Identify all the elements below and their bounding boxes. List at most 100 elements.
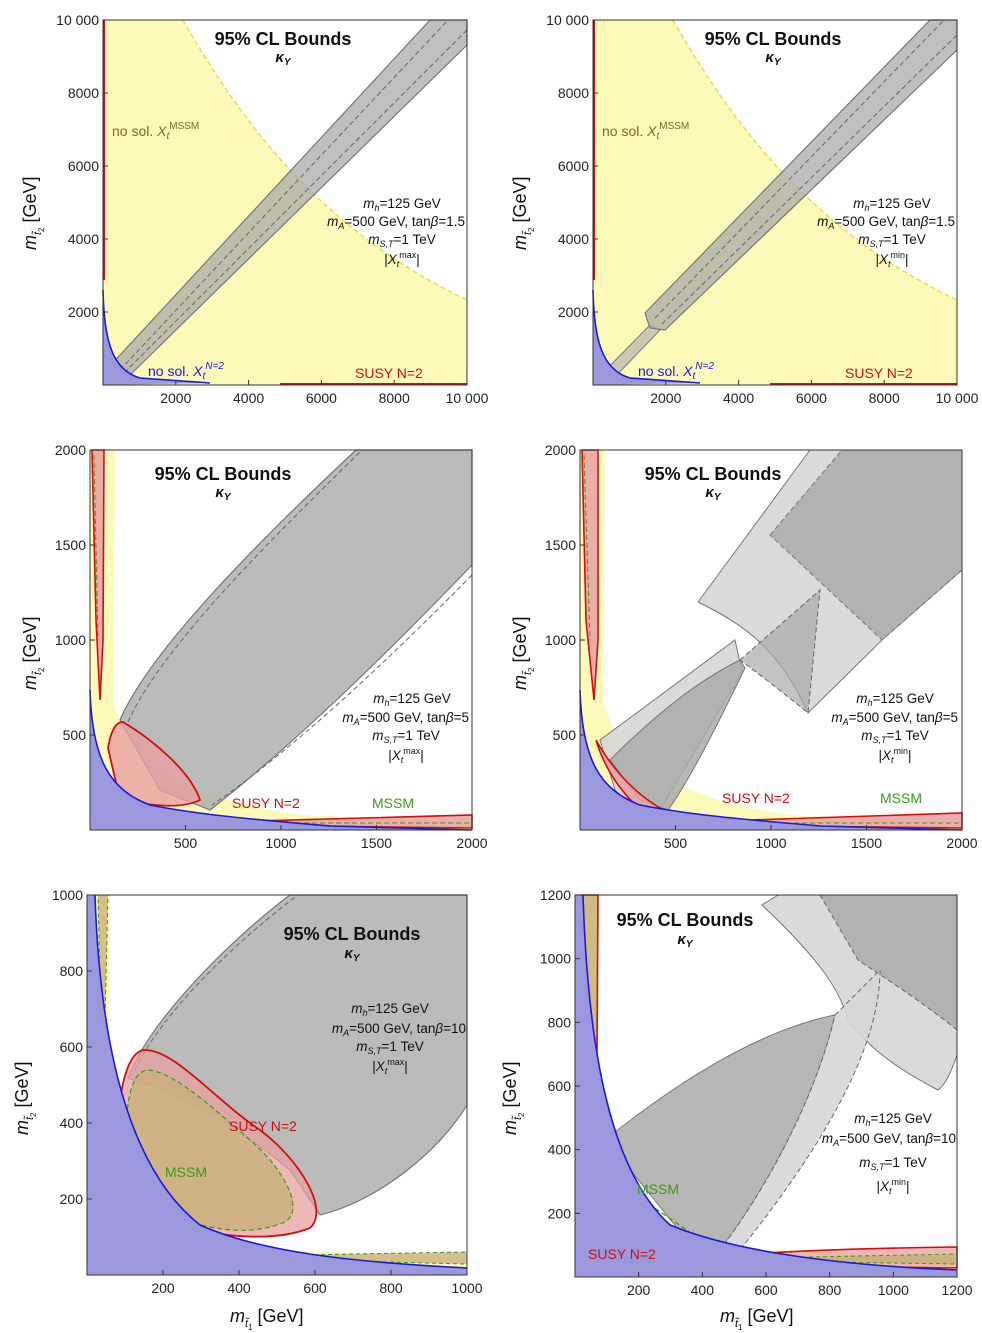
excluded-region-dashed (134, 894, 299, 1071)
x-tick-label: 2000 (650, 390, 681, 406)
info-mh: mh=125 GeV (363, 196, 440, 213)
x-axis-label: mt̃1 [GeV] (720, 1306, 794, 1332)
y-tick-label: 2000 (558, 304, 589, 320)
y-tick-label: 8000 (558, 85, 589, 101)
excluded-region-dark-wedge (739, 588, 821, 714)
x-tick-label: 600 (754, 1282, 778, 1298)
no-solution-n2-boundary (102, 289, 211, 384)
y-axis-labels: mt̃2 [GeV] mt̃2 [GeV] mt̃2 [GeV] mt̃2 [G… (12, 176, 536, 1135)
no-solution-n2-boundary (592, 289, 701, 384)
chart-title: 95% CL Bounds (215, 29, 352, 49)
label-no-sol-n2: no sol. XtN=2 (148, 361, 224, 382)
x-tick-label: 4000 (233, 390, 264, 406)
x-tick-label: 6000 (796, 390, 827, 406)
chart-title: 95% CL Bounds (617, 910, 754, 930)
chart-title: 95% CL Bounds (705, 29, 842, 49)
chart-title: 95% CL Bounds (645, 464, 782, 484)
info-mst: mS,T=1 TeV (356, 1039, 423, 1056)
panel-middle-left: 95% CL Bounds κY SUSY N=2 MSSM mh=125 Ge… (89, 449, 473, 831)
y-tick-label: 800 (548, 1014, 572, 1030)
y-tick-label: 1000 (540, 951, 571, 967)
info-ma: mA=500 GeV, tanβ=5 (831, 710, 958, 727)
y-tick-label: 1000 (545, 632, 576, 648)
y-tick-label: 200 (548, 1205, 572, 1221)
info-ma: mA=500 GeV, tanβ=1.5 (327, 214, 465, 231)
x-tick-label: 1000 (755, 835, 786, 851)
label-susy-n2: SUSY N=2 (588, 1246, 656, 1262)
chart-title: 95% CL Bounds (155, 464, 292, 484)
info-mst: mS,T=1 TeV (858, 232, 925, 249)
label-no-sol-n2: no sol. XtN=2 (638, 361, 714, 382)
label-susy-n2: SUSY N=2 (722, 790, 790, 806)
excluded-region-dashed (127, 449, 473, 806)
x-tick-label: 500 (664, 835, 688, 851)
panel-middle-right: 95% CL Bounds κY SUSY N=2 MSSM mh=125 Ge… (579, 449, 963, 831)
y-tick-label: 4000 (68, 231, 99, 247)
panel-bottom-right: 95% CL Bounds κY MSSM SUSY N=2 mh=125 Ge… (574, 894, 958, 1278)
info-mst: mS,T=1 TeV (368, 232, 435, 249)
panel-bottom-left: 95% CL Bounds κY SUSY N=2 MSSM mh=125 Ge… (86, 894, 468, 1276)
y-tick-label: 10 000 (56, 12, 99, 28)
label-mssm: MSSM (372, 795, 414, 811)
label-mssm: MSSM (165, 1164, 207, 1180)
no-solution-n2-boundary (582, 894, 958, 1271)
label-susy-n2: SUSY N=2 (232, 795, 300, 811)
x-axis-labels: mt̃1 [GeV] mt̃1 [GeV] (230, 1306, 794, 1332)
info-mh: mh=125 GeV (854, 1111, 931, 1128)
y-tick-label: 2000 (545, 442, 576, 458)
info-ma: mA=500 GeV, tanβ=5 (342, 710, 469, 727)
x-tick-label: 2000 (160, 390, 191, 406)
info-mh: mh=125 GeV (853, 196, 930, 213)
x-tick-label: 2000 (456, 835, 487, 851)
x-tick-label: 1000 (878, 1282, 909, 1298)
y-tick-label: 400 (60, 1115, 84, 1131)
x-tick-label: 400 (227, 1280, 251, 1296)
no-solution-n2-region (90, 690, 472, 830)
x-tick-label: 4000 (723, 390, 754, 406)
susy-n2-boundary (593, 20, 957, 385)
susy-n2-region (107, 721, 202, 807)
no-solution-n2-region (593, 290, 700, 385)
info-mst: mS,T=1 TeV (861, 728, 928, 745)
excluded-band-dashed (654, 19, 958, 325)
x-tick-label: 1000 (451, 1280, 482, 1296)
x-tick-label: 1500 (851, 835, 882, 851)
x-tick-label: 400 (691, 1282, 715, 1298)
no-solution-n2-boundary (94, 894, 468, 1269)
no-solution-n2-boundary (579, 689, 963, 831)
y-axis-label: mt̃2 [GeV] (20, 616, 46, 690)
y-tick-label: 6000 (68, 158, 99, 174)
no-solution-n2-region (103, 290, 210, 385)
no-solution-n2-region (580, 690, 962, 830)
x-tick-label: 600 (303, 1280, 327, 1296)
x-tick-label: 6000 (306, 390, 337, 406)
label-mssm: MSSM (880, 790, 922, 806)
y-tick-label: 1000 (52, 887, 83, 903)
y-tick-label: 1500 (545, 537, 576, 553)
y-axis-label: mt̃2 [GeV] (500, 1061, 526, 1135)
y-tick-label: 4000 (558, 231, 589, 247)
y-tick-label: 1200 (540, 887, 571, 903)
y-axis-label: mt̃2 [GeV] (12, 1061, 38, 1135)
y-tick-label: 10 000 (546, 12, 589, 28)
no-solution-n2-region (87, 895, 467, 1275)
x-tick-label: 800 (818, 1282, 842, 1298)
excluded-region-light-wedge (719, 968, 881, 1251)
susy-n2-boundary (103, 20, 467, 385)
x-tick-label: 8000 (379, 390, 410, 406)
panel-top-left: 95% CL Bounds κY no sol. XtMSSM no sol. … (102, 19, 468, 386)
x-tick-label: 1000 (265, 835, 296, 851)
y-tick-label: 6000 (558, 158, 589, 174)
x-tick-label: 200 (627, 1282, 651, 1298)
y-axis-label: mt̃2 [GeV] (510, 176, 536, 250)
info-mh: mh=125 GeV (373, 691, 450, 708)
info-ma: mA=500 GeV, tanβ=1.5 (817, 214, 955, 231)
info-ma: mA=500 GeV, tanβ=10 (822, 1131, 956, 1148)
y-tick-label: 2000 (55, 442, 86, 458)
y-axis-label: mt̃2 [GeV] (510, 616, 536, 690)
excluded-band-dashed (119, 19, 468, 373)
y-tick-label: 600 (60, 1039, 84, 1055)
y-tick-label: 500 (553, 727, 577, 743)
x-tick-label: 800 (379, 1280, 403, 1296)
